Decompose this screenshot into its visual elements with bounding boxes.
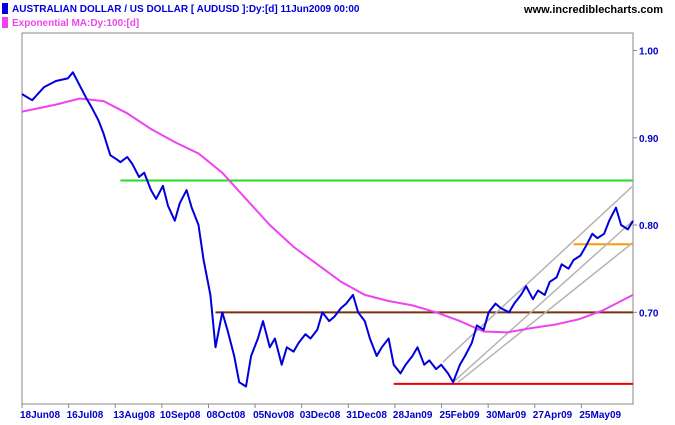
y-tick-label: 0.80 — [639, 221, 659, 232]
plot-frame — [21, 32, 634, 405]
ema-100-line — [21, 97, 634, 334]
x-tick-label: 08Oct08 — [206, 410, 245, 421]
ma-legend-swatch — [2, 17, 8, 28]
chart-title: AUSTRALIAN DOLLAR / US DOLLAR [ AUDUSD ]… — [12, 4, 360, 15]
x-tick-label: 13Aug08 — [113, 410, 155, 421]
x-tick-label: 16Jul08 — [67, 410, 104, 421]
x-tick-label: 25Feb09 — [440, 410, 480, 421]
x-tick-label: 25May09 — [579, 410, 621, 421]
x-tick-label: 28Jan09 — [393, 410, 433, 421]
legend: AUSTRALIAN DOLLAR / US DOLLAR [ AUDUSD ]… — [2, 3, 360, 29]
x-axis: 18Jun08 16Jul08 13Aug08 10Sep08 08Oct08 05Nov… — [20, 404, 622, 421]
x-tick-label: 31Dec08 — [346, 410, 387, 421]
channel-line-2 — [452, 220, 634, 383]
y-axis: 1.00 0.90 0.80 0.70 — [633, 46, 659, 319]
x-tick-label: 27Apr09 — [533, 410, 573, 421]
x-tick-label: 03Dec08 — [300, 410, 341, 421]
x-tick-label: 05Nov08 — [253, 410, 295, 421]
watermark: www.incrediblecharts.com — [523, 4, 663, 16]
y-tick-label: 1.00 — [639, 46, 659, 57]
x-tick-label: 10Sep08 — [160, 410, 201, 421]
y-tick-label: 0.90 — [639, 134, 659, 145]
audusd-price-line — [21, 71, 634, 388]
channel-line-3 — [457, 241, 634, 383]
series-layer — [21, 71, 634, 388]
x-tick-label: 30Mar09 — [486, 410, 526, 421]
x-tick-label: 18Jun08 — [20, 410, 60, 421]
y-tick-label: 0.70 — [639, 308, 659, 319]
price-legend-swatch — [2, 3, 8, 14]
channel-line-1 — [442, 185, 634, 363]
ma-label: Exponential MA:Dy:100:[d] — [12, 18, 139, 29]
